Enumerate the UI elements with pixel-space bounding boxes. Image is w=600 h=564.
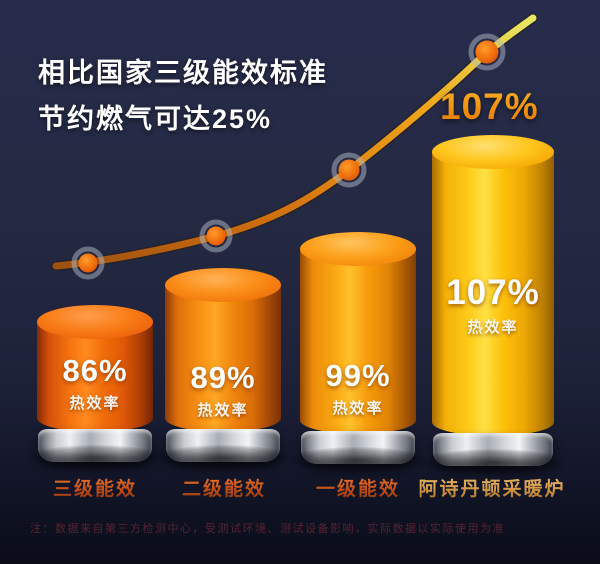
cylinder-top [37,305,153,339]
title-line-1: 相比国家三级能效标准 [38,58,328,88]
trend-dot-3 [331,152,367,188]
cylinder-top [165,268,281,302]
footnote: 注：数据来自第三方检测中心，受测试环境、测试设备影响，实际数据以实际使用为准 [30,523,505,535]
cylinder-top [432,135,554,169]
chart-title: 相比国家三级能效标准 节约燃气可达25% [38,50,328,142]
cylinder-body [432,152,554,436]
cylinder-body [165,285,281,432]
value-label: 107% [446,273,540,312]
bar-value-block: 107% 热效率 [432,273,554,337]
metric-label: 热效率 [332,400,384,417]
trend-dot-2 [199,219,233,253]
cylinder-floor-shadow [155,445,291,471]
metric-label: 热效率 [467,319,519,336]
value-label: 99% [325,358,391,393]
category-label-grade3: 三级能效 [53,474,137,501]
bar-value-block: 89% 热效率 [165,360,281,420]
metric-label: 热效率 [69,395,121,412]
cylinder-top [300,232,416,266]
value-label: 86% [62,353,128,388]
trend-dot-1 [71,246,105,280]
metric-label: 热效率 [197,402,249,419]
bar-value-block: 99% 热效率 [300,358,416,418]
peak-value-annotation: 107% [440,86,560,128]
bar-value-block: 86% 热效率 [37,353,153,413]
title-line-2: 节约燃气可达25% [38,104,273,134]
value-label: 89% [190,360,256,395]
cylinder-floor-shadow [290,447,426,473]
cylinder-body [37,322,153,432]
cylinder-floor-shadow [422,449,564,475]
trend-dot-4 [468,33,506,71]
category-label-brand: 阿诗丹顿采暖炉 [418,474,565,501]
category-label-grade2: 二级能效 [182,474,266,501]
cylinder-floor-shadow [27,445,163,471]
cylinder-body [300,249,416,434]
category-label-grade1: 一级能效 [316,474,400,501]
